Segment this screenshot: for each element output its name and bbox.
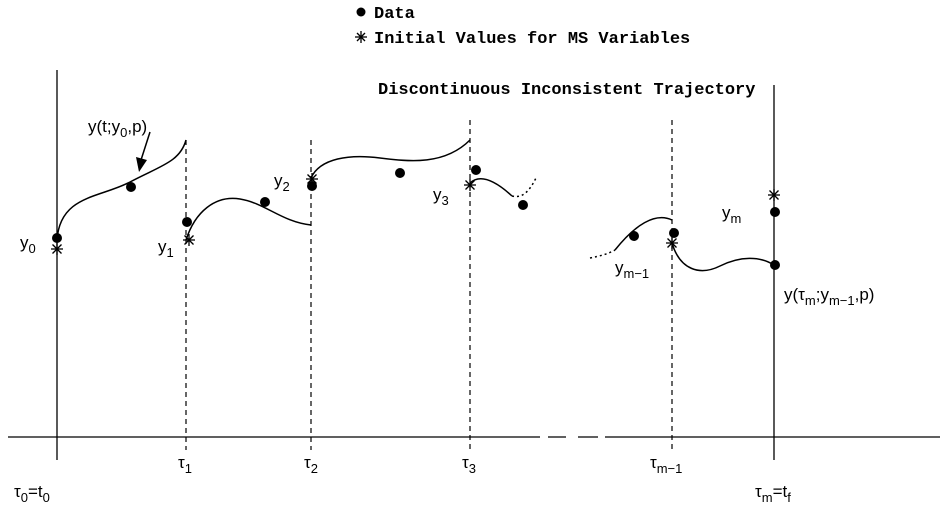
data-point	[770, 207, 780, 217]
tick-label-part: τ	[178, 453, 185, 472]
trajectory	[671, 242, 775, 272]
data-point	[770, 260, 780, 270]
tick-label-part: τ	[304, 453, 311, 472]
data-point	[669, 228, 679, 238]
tick-label-part: τ	[462, 453, 469, 472]
star-stroke	[667, 238, 677, 248]
node-label-part: y	[158, 237, 167, 256]
node-label: y(τm;ym−1,p)	[784, 285, 874, 308]
node-label-part: m−1	[624, 266, 650, 281]
tick-label-part: 2	[311, 461, 318, 476]
star-stroke	[52, 244, 62, 254]
star-stroke	[769, 190, 779, 200]
node-label-part: 1	[167, 245, 174, 260]
node-label-part: y	[274, 171, 283, 190]
trajectory	[310, 139, 471, 179]
legend-star	[355, 31, 367, 43]
data-point	[518, 200, 528, 210]
node-label-part: y	[20, 233, 29, 252]
data-point	[52, 233, 62, 243]
data-point	[471, 165, 481, 175]
curve-label-part: 0	[120, 125, 127, 140]
data-point	[126, 182, 136, 192]
node-label-part: ,p)	[855, 285, 875, 304]
trajectory	[614, 216, 673, 251]
initial-value	[183, 234, 195, 246]
node-label: y1	[158, 237, 174, 260]
curve-label-part: y(t	[88, 117, 107, 136]
tick-label: τ2	[304, 453, 318, 476]
initial-value	[666, 237, 678, 249]
tick-label-part: 0	[21, 490, 28, 505]
node-label-part: m	[731, 211, 742, 226]
title: Discontinuous Inconsistent Trajectory	[378, 81, 755, 100]
data-point	[307, 181, 317, 191]
node-label-part: m−1	[829, 293, 855, 308]
node-label: ym−1	[615, 258, 649, 281]
tick-label: τm=tf	[755, 482, 791, 505]
trajectory	[56, 139, 187, 241]
arrow	[140, 131, 151, 161]
trajectory-continuation	[589, 249, 616, 259]
tick-label-part: m	[762, 490, 773, 505]
node-label: y2	[274, 171, 290, 194]
tick-label: τ1	[178, 453, 192, 476]
node-label-part: y	[722, 203, 731, 222]
tick-label: τm−1	[650, 453, 682, 476]
tick-label-part: τ	[755, 482, 762, 501]
initial-value	[464, 179, 476, 191]
node-label: y0	[20, 233, 36, 256]
initial-value	[768, 189, 780, 201]
legend-dot	[356, 7, 366, 17]
arrow-head	[136, 157, 147, 172]
tick-label-part: f	[787, 490, 791, 505]
tick-label-part: 3	[469, 461, 476, 476]
trajectory-continuation	[511, 177, 537, 198]
node-label-part: ;y	[816, 285, 830, 304]
star-stroke	[184, 235, 194, 245]
node-label-part: y(τ	[784, 285, 805, 304]
legend-label: Initial Values for MS Variables	[374, 30, 690, 49]
curve-label: y(t;y0,p)	[88, 117, 147, 140]
node-label-part: y	[433, 185, 442, 204]
initial-value	[306, 173, 318, 185]
data-point	[395, 168, 405, 178]
tick-label-part: m−1	[657, 461, 683, 476]
node-label-part: 2	[283, 179, 290, 194]
node-label-part: 0	[29, 241, 36, 256]
star-stroke	[307, 174, 317, 184]
tick-label-part: τ	[14, 482, 21, 501]
tick-label-part: 0	[43, 490, 50, 505]
tick-label: τ0=t0	[14, 482, 50, 505]
node-label-part: y	[615, 258, 624, 277]
initial-value	[51, 243, 63, 255]
curve-label-part: ;y	[107, 117, 121, 136]
trajectory	[469, 178, 513, 197]
tick-label-part: τ	[650, 453, 657, 472]
data-point	[182, 217, 192, 227]
node-label: y3	[433, 185, 449, 208]
tick-label-part: 1	[185, 461, 192, 476]
trajectory	[185, 197, 312, 241]
tick-label-part: =t	[28, 482, 43, 501]
node-label-part: 3	[442, 193, 449, 208]
tick-label: τ3	[462, 453, 476, 476]
data-point	[629, 231, 639, 241]
node-label: ym	[722, 203, 741, 226]
star-stroke	[465, 180, 475, 190]
legend-label: Data	[374, 5, 415, 24]
node-label-part: m	[805, 293, 816, 308]
data-point	[260, 197, 270, 207]
curve-label-part: ,p)	[127, 117, 147, 136]
tick-label-part: =t	[773, 482, 788, 501]
